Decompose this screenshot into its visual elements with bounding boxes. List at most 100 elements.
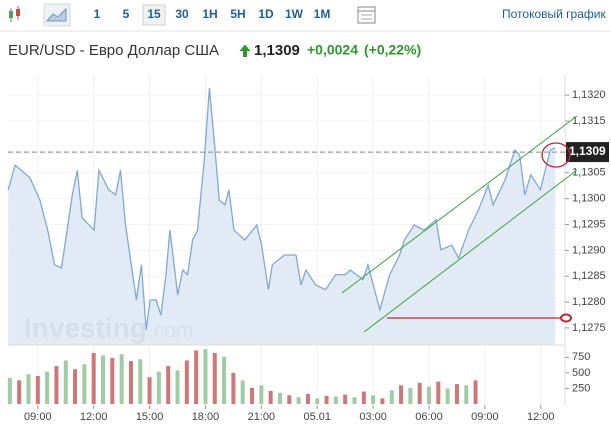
area-icon[interactable] [43, 3, 71, 27]
volume-bar [324, 395, 329, 404]
volume-bar [63, 360, 68, 404]
x-tick-label: 05.01 [303, 411, 331, 423]
volume-bar [175, 370, 180, 404]
volume-bar [73, 369, 78, 404]
symbol: EUR/USD - Евро Доллар США [8, 42, 219, 59]
volume-bar [380, 398, 385, 404]
volume-bar [445, 388, 450, 404]
volume-bar [352, 397, 357, 404]
volume-bar [119, 354, 124, 404]
y-tick-label: 1,1275 [572, 322, 606, 334]
area [8, 87, 556, 346]
volume-bar [473, 380, 478, 404]
volume-bar [417, 382, 422, 404]
volume-bar [91, 352, 96, 404]
x-tick-label: 21:00 [248, 411, 276, 423]
interval-button[interactable]: 15 [147, 7, 161, 21]
x-tick-label: 09:00 [471, 411, 499, 423]
volume-bar [436, 381, 441, 404]
volume-bar [464, 385, 469, 404]
interval-button[interactable]: 5H [230, 7, 245, 21]
volume-bar [128, 361, 133, 404]
volume-bar [7, 377, 12, 404]
volume-bar [222, 356, 227, 404]
x-tick-label: 09:00 [24, 411, 52, 423]
volume-bar [305, 394, 310, 404]
volume-bar [110, 357, 115, 404]
volume-bar [361, 391, 366, 404]
volume-bar [268, 390, 273, 404]
volume-bar [26, 374, 31, 404]
volume-bar [259, 385, 264, 404]
change: +0,0024 [307, 42, 358, 58]
volume-bar [250, 387, 255, 404]
interval-button[interactable]: 1H [202, 7, 217, 21]
volume-bar [147, 377, 152, 404]
selected-interval [142, 4, 166, 26]
x-tick-label: 12:00 [80, 411, 108, 423]
channel-upper [341, 115, 578, 294]
candle-icon[interactable] [9, 6, 20, 22]
volume-bar [408, 387, 413, 404]
price: 1,1309 [254, 42, 300, 59]
change-pct: (+0,22%) [364, 42, 421, 58]
volume-bar [212, 352, 217, 404]
y-tick-label: 1,1290 [572, 244, 606, 256]
volume-bar [399, 385, 404, 404]
volume-bar [166, 366, 171, 404]
volume-bar [17, 380, 22, 404]
y-tick-label: 750 [572, 351, 590, 363]
last-price-box [566, 142, 609, 163]
volume-bar [427, 386, 432, 404]
drawings [341, 115, 578, 333]
streaming-link[interactable]: Потоковый график [502, 7, 606, 21]
volume-bar [343, 394, 348, 404]
up-arrow [239, 44, 251, 57]
y-tick-label: 250 [572, 382, 590, 394]
y-tick-label: 1,1320 [572, 89, 606, 101]
volume-bar [54, 366, 59, 404]
volume-bar [296, 397, 301, 404]
y-tick-label: 500 [572, 367, 590, 379]
last-price-label: 1,1309 [569, 144, 606, 158]
x-tick-label: 03:00 [359, 411, 387, 423]
x-tick-label: 15:00 [136, 411, 164, 423]
volume-bar [277, 392, 282, 404]
volume-bar [454, 384, 459, 404]
y-tick-label: 1,1300 [572, 193, 606, 205]
toolbar [0, 0, 611, 31]
volume-bar [35, 376, 40, 404]
volume-bar [333, 396, 338, 404]
volume-bar [287, 395, 292, 404]
y-tick-label: 1,1305 [572, 167, 606, 179]
y-tick-label: 1,1315 [572, 115, 606, 127]
interval-button[interactable]: 5 [123, 7, 130, 21]
volume-bar [101, 355, 106, 404]
interval-button[interactable]: 1D [258, 7, 274, 21]
channel-lower [363, 169, 578, 333]
plot: Investing.com1,12751,12801,12851,12901,1… [7, 75, 609, 423]
volume-bar [315, 398, 320, 404]
volume-bar [240, 380, 245, 404]
y-tick-label: 1,1295 [572, 218, 606, 230]
volume-bar [82, 364, 87, 404]
interval-button[interactable]: 1 [94, 7, 101, 21]
interval-button[interactable]: 1M [314, 7, 331, 21]
x-tick-label: 18:00 [192, 411, 220, 423]
circle-drawing [541, 142, 571, 168]
x-tick-label: 06:00 [415, 411, 443, 423]
volume-bar [138, 359, 143, 404]
line-handle[interactable] [560, 313, 572, 323]
volume-bar [231, 372, 236, 404]
volume-bar [184, 360, 189, 404]
y-tick-label: 1,1280 [572, 296, 606, 308]
interval-button[interactable]: 1W [285, 7, 304, 21]
calendar-icon[interactable] [357, 6, 376, 24]
price-line [7, 87, 556, 331]
volume-bar [203, 349, 208, 404]
volume-bar [45, 371, 50, 404]
volume-bar [389, 390, 394, 404]
interval-button[interactable]: 30 [175, 7, 189, 21]
